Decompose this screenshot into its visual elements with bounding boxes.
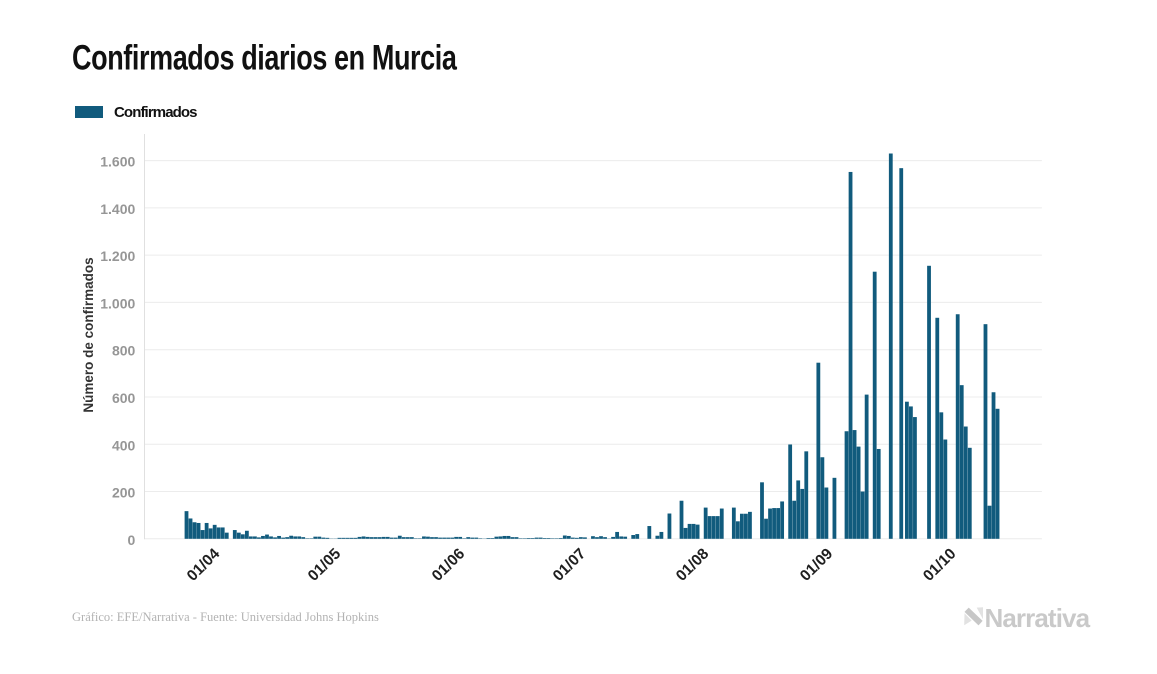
svg-text:01/07: 01/07 [550,545,589,584]
svg-text:01/09: 01/09 [797,545,837,585]
svg-text:800: 800 [112,343,136,359]
svg-text:1.200: 1.200 [100,248,135,264]
svg-text:01/08: 01/08 [673,545,713,585]
svg-text:01/05: 01/05 [305,545,345,585]
svg-text:0: 0 [128,532,136,548]
svg-text:01/04: 01/04 [184,545,224,585]
svg-text:01/10: 01/10 [920,545,959,584]
svg-text:600: 600 [112,390,136,406]
svg-text:200: 200 [112,485,136,501]
svg-text:1.600: 1.600 [100,154,135,170]
svg-text:01/06: 01/06 [429,545,469,585]
svg-text:Número de confirmados: Número de confirmados [81,257,96,412]
svg-text:1.400: 1.400 [100,201,135,217]
svg-text:400: 400 [112,437,136,453]
svg-text:1.000: 1.000 [100,295,135,311]
